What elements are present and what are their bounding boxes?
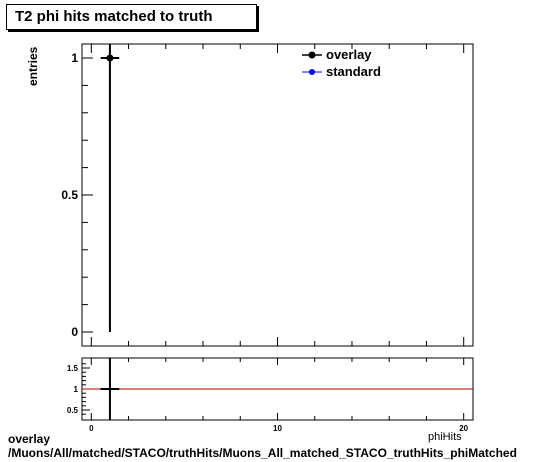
ratio-x-tick-label: 0 <box>89 424 94 433</box>
footer-line-2: /Muons/All/matched/STACO/truthHits/Muons… <box>8 446 517 460</box>
main-y-tick-label: 1 <box>71 51 78 65</box>
ratio-x-tick-label: 10 <box>273 424 282 433</box>
title-box: T2 phi hits matched to truth <box>6 4 257 30</box>
overlay-data-point <box>106 54 114 62</box>
legend-marker-overlay <box>308 51 316 59</box>
y-axis-label: entries <box>26 46 40 86</box>
legend-entry-standard: standard <box>302 64 381 79</box>
legend-label-overlay: overlay <box>326 47 372 62</box>
main-y-tick-label: 0 <box>71 325 78 339</box>
legend-label-standard: standard <box>326 64 381 79</box>
main-x-axis <box>90 44 465 346</box>
ratio-x-tick-label: 20 <box>459 424 468 433</box>
main-data-marks <box>100 44 120 332</box>
main-y-tick-label: 0.5 <box>61 188 78 202</box>
ratio-data-marks <box>82 358 473 420</box>
ratio-x-axis: 0 10 20 <box>89 358 469 433</box>
main-plot-frame <box>81 43 474 347</box>
legend-entry-overlay: overlay <box>302 47 372 62</box>
legend: overlay standard <box>302 47 381 79</box>
legend-marker-standard <box>309 69 315 75</box>
ratio-y-tick-label: 1 <box>74 385 79 394</box>
ratio-y-tick-label: 1.5 <box>67 364 79 373</box>
footer-line-1: overlay <box>8 432 51 446</box>
main-y-axis: 00.51 <box>61 51 93 339</box>
ratio-y-tick-label: 0.5 <box>67 406 79 415</box>
chart-title: T2 phi hits matched to truth <box>15 8 213 25</box>
x-axis-label: phiHits <box>428 431 462 443</box>
